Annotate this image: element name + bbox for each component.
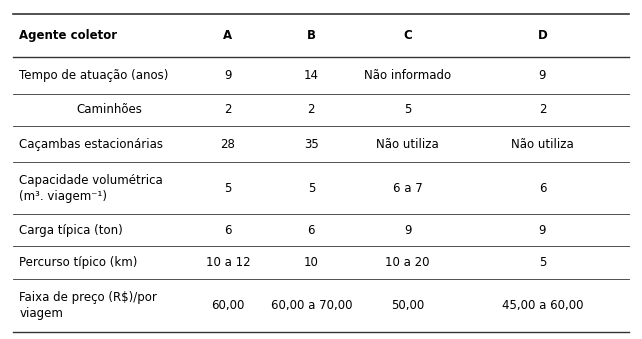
Text: 10: 10 xyxy=(304,256,319,269)
Text: 2: 2 xyxy=(308,103,315,116)
Text: B: B xyxy=(307,29,316,42)
Text: 60,00 a 70,00: 60,00 a 70,00 xyxy=(271,299,352,312)
Text: Caçambas estacionárias: Caçambas estacionárias xyxy=(19,138,163,151)
Text: 50,00: 50,00 xyxy=(391,299,424,312)
Text: 45,00 a 60,00: 45,00 a 60,00 xyxy=(502,299,583,312)
Text: A: A xyxy=(223,29,232,42)
Text: 14: 14 xyxy=(304,69,319,82)
Text: 5: 5 xyxy=(224,182,232,195)
Text: Não informado: Não informado xyxy=(364,69,451,82)
Text: 9: 9 xyxy=(539,224,546,237)
Text: Faixa de preço (R$)/por
viagem: Faixa de preço (R$)/por viagem xyxy=(19,291,157,320)
Text: 2: 2 xyxy=(224,103,232,116)
Text: Não utiliza: Não utiliza xyxy=(376,138,439,151)
Text: Percurso típico (km): Percurso típico (km) xyxy=(19,256,137,269)
Text: D: D xyxy=(537,29,548,42)
Text: 35: 35 xyxy=(304,138,318,151)
Text: 2: 2 xyxy=(539,103,546,116)
Text: 60,00: 60,00 xyxy=(211,299,245,312)
Text: 9: 9 xyxy=(224,69,232,82)
Text: 9: 9 xyxy=(404,224,412,237)
Text: 6 a 7: 6 a 7 xyxy=(393,182,422,195)
Text: Carga típica (ton): Carga típica (ton) xyxy=(19,224,123,237)
Text: Agente coletor: Agente coletor xyxy=(19,29,117,42)
Text: Caminhões: Caminhões xyxy=(76,103,142,116)
Text: Tempo de atuação (anos): Tempo de atuação (anos) xyxy=(19,69,169,82)
Text: 28: 28 xyxy=(220,138,236,151)
Text: 6: 6 xyxy=(308,224,315,237)
Text: 10 a 20: 10 a 20 xyxy=(385,256,430,269)
Text: Não utiliza: Não utiliza xyxy=(511,138,574,151)
Text: C: C xyxy=(403,29,412,42)
Text: 5: 5 xyxy=(539,256,546,269)
Text: 9: 9 xyxy=(539,69,546,82)
Text: 10 a 12: 10 a 12 xyxy=(205,256,250,269)
Text: 5: 5 xyxy=(404,103,412,116)
Text: 5: 5 xyxy=(308,182,315,195)
Text: Capacidade volumétrica
(m³. viagem⁻¹): Capacidade volumétrica (m³. viagem⁻¹) xyxy=(19,174,163,203)
Text: 6: 6 xyxy=(224,224,232,237)
Text: 6: 6 xyxy=(539,182,546,195)
